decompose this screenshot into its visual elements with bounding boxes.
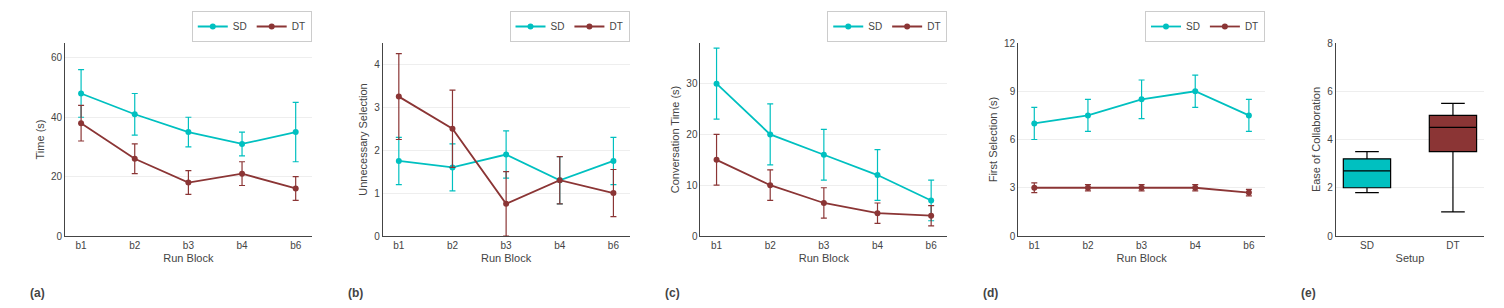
svg-text:0: 0 [374,231,380,242]
svg-text:DT: DT [1245,21,1258,32]
svg-text:DT: DT [1446,240,1459,251]
svg-text:b1: b1 [711,240,723,251]
svg-text:(e): (e) [1301,286,1316,300]
svg-text:b3: b3 [1136,240,1148,251]
svg-text:b3: b3 [183,240,195,251]
svg-text:(d): (d) [983,286,998,300]
svg-text:b2: b2 [765,240,777,251]
svg-text:DT: DT [292,21,305,32]
svg-text:Setup: Setup [1396,252,1425,264]
svg-text:DT: DT [609,21,622,32]
svg-text:b4: b4 [236,240,248,251]
svg-text:SD: SD [1186,21,1200,32]
svg-text:60: 60 [51,52,63,63]
svg-text:(a): (a) [30,286,45,300]
svg-text:b2: b2 [447,240,459,251]
svg-text:SD: SD [868,21,882,32]
svg-text:SD: SD [1360,240,1374,251]
svg-text:3: 3 [1010,182,1016,193]
svg-text:b6: b6 [608,240,620,251]
svg-text:4: 4 [1327,134,1333,145]
svg-text:(b): (b) [348,286,363,300]
svg-text:Run Block: Run Block [799,252,850,264]
svg-text:12: 12 [1004,38,1016,49]
svg-text:Run Block: Run Block [1117,252,1168,264]
svg-text:b2: b2 [129,240,141,251]
svg-text:20: 20 [686,129,698,140]
svg-text:b6: b6 [926,240,938,251]
svg-text:b2: b2 [1082,240,1094,251]
svg-text:SD: SD [551,21,565,32]
svg-text:Ease of Collaboration: Ease of Collaboration [1310,87,1322,192]
svg-text:b3: b3 [818,240,830,251]
svg-text:b1: b1 [393,240,405,251]
svg-text:b4: b4 [872,240,884,251]
svg-text:0: 0 [56,231,62,242]
svg-text:b1: b1 [76,240,88,251]
svg-text:b6: b6 [1243,240,1255,251]
svg-text:4: 4 [374,59,380,70]
svg-text:10: 10 [686,180,698,191]
svg-text:8: 8 [1327,38,1333,49]
svg-text:0: 0 [692,231,698,242]
svg-text:6: 6 [1327,86,1333,97]
svg-text:b3: b3 [501,240,513,251]
svg-text:b6: b6 [290,240,302,251]
svg-text:Run Block: Run Block [163,252,214,264]
svg-text:2: 2 [1327,182,1333,193]
svg-text:DT: DT [927,21,940,32]
svg-text:20: 20 [51,171,63,182]
svg-text:6: 6 [1010,134,1016,145]
svg-text:Time (s): Time (s) [34,120,46,160]
svg-text:Unnecessary Selection: Unnecessary Selection [357,83,369,196]
svg-text:(c): (c) [665,286,680,300]
svg-text:b1: b1 [1029,240,1041,251]
svg-text:2: 2 [374,145,380,156]
svg-text:40: 40 [51,112,63,123]
svg-text:3: 3 [374,102,380,113]
svg-text:0: 0 [1327,231,1333,242]
svg-text:Conversation Time (s): Conversation Time (s) [669,86,681,194]
svg-text:First Selection (s): First Selection (s) [987,97,999,183]
svg-text:0: 0 [1010,231,1016,242]
svg-text:Run Block: Run Block [481,252,532,264]
svg-text:9: 9 [1010,86,1016,97]
svg-text:30: 30 [686,78,698,89]
svg-text:SD: SD [233,21,247,32]
svg-text:b4: b4 [554,240,566,251]
svg-text:1: 1 [374,188,380,199]
svg-text:b4: b4 [1190,240,1202,251]
